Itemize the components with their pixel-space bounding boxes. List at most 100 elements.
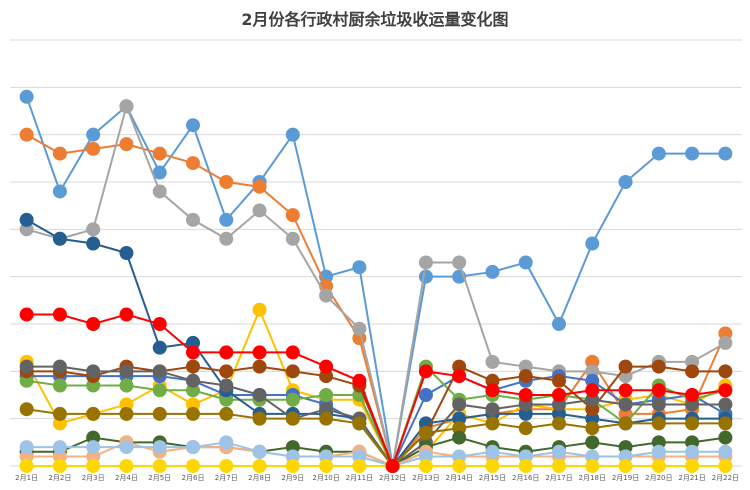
data-point	[86, 459, 101, 473]
data-point	[19, 212, 34, 227]
data-point	[552, 444, 566, 459]
data-point	[352, 459, 367, 473]
data-point	[585, 421, 600, 436]
data-point	[319, 388, 334, 402]
data-point	[319, 359, 334, 374]
data-point	[618, 359, 633, 374]
x-tick-label: 2月18日	[579, 474, 606, 482]
data-point	[685, 444, 700, 459]
data-point	[219, 364, 234, 379]
x-tick-label: 2月3日	[82, 474, 105, 482]
x-tick-label: 2月8日	[248, 474, 271, 482]
data-point	[718, 416, 733, 431]
data-point	[552, 373, 566, 388]
data-point	[186, 440, 200, 455]
data-point	[352, 321, 367, 336]
data-point	[485, 383, 500, 398]
series-line	[25, 307, 726, 468]
x-tick-label: 2月6日	[182, 474, 205, 482]
data-point	[418, 388, 433, 402]
data-point	[86, 406, 101, 421]
data-point	[685, 459, 700, 473]
data-point	[52, 359, 67, 374]
data-point	[119, 99, 134, 114]
data-point	[152, 406, 167, 421]
data-point	[86, 222, 101, 237]
data-point	[485, 459, 500, 473]
data-point	[718, 444, 733, 459]
x-tick-label: 2月5日	[148, 474, 171, 482]
series-line	[26, 364, 726, 469]
x-tick-label: 2月9日	[281, 474, 304, 482]
data-point	[19, 127, 34, 142]
x-tick-label: 2月13日	[412, 474, 439, 482]
data-point	[285, 231, 300, 246]
data-point	[718, 397, 733, 412]
data-point	[518, 255, 533, 270]
series-10	[19, 402, 733, 473]
data-point	[252, 388, 267, 402]
data-point	[86, 317, 101, 331]
data-point	[186, 118, 200, 133]
data-point	[418, 255, 433, 270]
data-point	[252, 459, 267, 473]
data-point	[152, 340, 167, 355]
data-point	[651, 359, 666, 374]
data-point	[685, 388, 700, 402]
data-point	[718, 430, 733, 445]
data-point	[119, 137, 134, 152]
data-point	[119, 406, 134, 421]
data-point	[552, 416, 566, 431]
data-point	[618, 416, 633, 431]
data-point	[618, 397, 633, 412]
data-point	[618, 459, 633, 473]
data-point	[219, 435, 234, 450]
data-point	[86, 236, 101, 251]
x-tick-label: 2月4日	[115, 474, 138, 482]
data-point	[518, 369, 533, 384]
data-point	[718, 459, 733, 473]
x-tick-label: 2月17日	[545, 474, 572, 482]
data-point	[252, 302, 267, 317]
data-point	[452, 459, 467, 473]
data-point	[52, 406, 67, 421]
data-point	[119, 378, 134, 393]
data-point	[186, 156, 200, 171]
data-point	[152, 317, 167, 331]
series-15	[19, 307, 733, 473]
data-point	[618, 383, 633, 398]
series-line	[26, 365, 726, 468]
data-point	[285, 127, 300, 142]
data-point	[418, 364, 433, 379]
series-line	[26, 441, 726, 468]
data-point	[685, 416, 700, 431]
x-tick-label: 2月22日	[712, 474, 739, 482]
data-point	[418, 269, 433, 284]
data-point	[219, 459, 234, 473]
data-point	[718, 364, 733, 379]
data-point	[119, 459, 134, 473]
data-point	[186, 345, 200, 360]
series-line	[26, 313, 726, 469]
data-point	[651, 397, 666, 412]
data-point	[552, 388, 566, 402]
data-point	[485, 264, 500, 279]
data-point	[651, 459, 666, 473]
data-point	[19, 359, 34, 374]
data-point	[119, 440, 134, 455]
series-line	[25, 96, 726, 467]
data-point	[186, 373, 200, 388]
data-point	[252, 345, 267, 360]
series-line	[26, 408, 726, 468]
data-point	[552, 317, 566, 331]
data-point	[319, 459, 334, 473]
data-point	[86, 127, 101, 142]
data-point	[285, 208, 300, 223]
data-point	[152, 383, 167, 398]
data-point	[651, 444, 666, 459]
data-point	[252, 359, 267, 374]
x-tick-label: 2月2日	[48, 474, 71, 482]
data-point	[152, 364, 167, 379]
